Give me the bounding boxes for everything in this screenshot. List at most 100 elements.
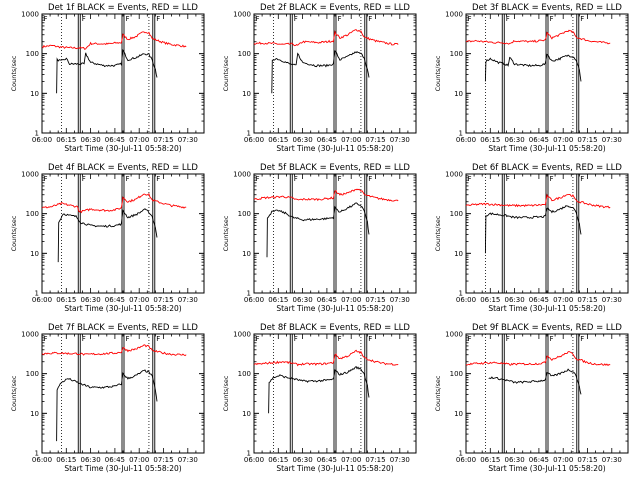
x-tick-label: 06:15 <box>268 296 288 304</box>
marker-flag-label: F <box>44 335 48 343</box>
y-tick-label: 100 <box>26 210 39 218</box>
x-tick-label: 06:45 <box>317 456 337 464</box>
y-axis-label: Counts/sec <box>434 375 442 411</box>
panel-det-9f: Det 9f BLACK = Events, RED = LLD 1 10 100 10… <box>434 323 629 473</box>
plot-frame <box>465 333 629 454</box>
x-tick-label: 06:30 <box>505 136 525 144</box>
x-tick-label: 07:30 <box>390 136 410 144</box>
x-axis-label: Start Time (30-Jul-11 05:58:20) <box>64 304 181 313</box>
y-tick-label: 1000 <box>445 331 463 339</box>
x-axis-label: Start Time (30-Jul-11 05:58:20) <box>276 144 393 153</box>
x-tick-label: 06:15 <box>480 136 500 144</box>
x-tick-label: 07:15 <box>577 296 597 304</box>
y-axis-label: Counts/sec <box>10 375 18 411</box>
x-axis-label: Start Time (30-Jul-11 05:58:20) <box>488 144 605 153</box>
y-tick-label: 100 <box>238 370 251 378</box>
marker-flag-label: F <box>468 335 472 343</box>
x-tick-label: 06:30 <box>81 136 101 144</box>
panel-det-8f: Det 8f BLACK = Events, RED = LLD 1 10 100 10… <box>222 323 417 473</box>
y-axis-label: Counts/sec <box>434 55 442 91</box>
x-tick-label: 06:30 <box>81 296 101 304</box>
x-tick-label: 07:15 <box>365 136 385 144</box>
y-tick-label: 1000 <box>21 11 39 19</box>
panel-title: Det 2f BLACK = Events, RED = LLD <box>260 3 410 13</box>
x-tick-label: 06:15 <box>268 136 288 144</box>
y-tick-label: 10 <box>242 410 251 418</box>
x-tick-label: 06:00 <box>244 296 264 304</box>
lld-series-line <box>465 29 611 45</box>
marker-flag-label: F <box>338 175 342 183</box>
y-tick-label: 1000 <box>445 11 463 19</box>
x-tick-label: 06:45 <box>317 296 337 304</box>
y-tick-label: 1000 <box>233 331 251 339</box>
x-tick-label: 07:00 <box>129 456 149 464</box>
y-tick-label: 100 <box>450 50 463 58</box>
y-axis-label: Counts/sec <box>222 215 230 251</box>
y-axis-label: Counts/sec <box>10 215 18 251</box>
x-tick-label: 06:45 <box>317 136 337 144</box>
x-tick-label: 06:30 <box>81 456 101 464</box>
events-series-line <box>484 53 582 82</box>
y-tick-label: 10 <box>30 410 39 418</box>
x-tick-label: 06:00 <box>32 136 52 144</box>
x-axis-label: Start Time (30-Jul-11 05:58:20) <box>488 304 605 313</box>
x-tick-label: 07:00 <box>553 456 573 464</box>
marker-flag-label: F <box>550 175 554 183</box>
lld-series-line <box>465 351 611 367</box>
y-tick-label: 1000 <box>21 331 39 339</box>
lld-series-line <box>41 193 187 214</box>
panel-det-5f: Det 5f BLACK = Events, RED = LLD 1 10 100 10… <box>222 163 417 313</box>
lld-series-line <box>253 29 399 47</box>
marker-flag-label: F <box>82 335 86 343</box>
x-tick-label: 06:00 <box>244 456 264 464</box>
marker-flag-label: F <box>126 15 130 23</box>
marker-flag-label: F <box>126 175 130 183</box>
y-tick-label: 100 <box>450 210 463 218</box>
marker-flag-label: F <box>468 175 472 183</box>
x-tick-label: 07:30 <box>390 456 410 464</box>
plot-frame <box>41 333 205 454</box>
marker-flag-label: F <box>156 335 160 343</box>
y-tick-label: 1 <box>247 130 251 138</box>
y-tick-label: 10 <box>242 250 251 258</box>
x-tick-label: 07:15 <box>577 456 597 464</box>
x-tick-label: 06:00 <box>456 136 476 144</box>
x-tick-label: 07:15 <box>577 136 597 144</box>
y-tick-label: 1 <box>35 290 39 298</box>
x-tick-label: 06:30 <box>293 136 313 144</box>
panel-det-2f: Det 2f BLACK = Events, RED = LLD 1 10 100 10… <box>222 3 417 153</box>
marker-flag-label: F <box>368 335 372 343</box>
x-tick-label: 07:30 <box>602 296 622 304</box>
x-tick-label: 06:00 <box>244 136 264 144</box>
marker-flag-label: F <box>294 335 298 343</box>
x-axis-label: Start Time (30-Jul-11 05:58:20) <box>64 464 181 473</box>
x-tick-label: 06:30 <box>293 296 313 304</box>
x-tick-label: 07:15 <box>365 296 385 304</box>
panel-title: Det 4f BLACK = Events, RED = LLD <box>48 163 198 173</box>
x-tick-label: 07:15 <box>153 136 173 144</box>
events-series-line <box>488 368 582 395</box>
y-tick-label: 10 <box>242 90 251 98</box>
x-axis-label: Start Time (30-Jul-11 05:58:20) <box>276 304 393 313</box>
x-axis-label: Start Time (30-Jul-11 05:58:20) <box>276 464 393 473</box>
x-tick-label: 06:45 <box>529 296 549 304</box>
events-series-line <box>484 205 582 254</box>
y-tick-label: 10 <box>454 250 463 258</box>
y-tick-label: 1 <box>247 290 251 298</box>
y-tick-label: 100 <box>26 370 39 378</box>
y-tick-label: 1 <box>459 450 463 458</box>
y-tick-label: 100 <box>450 370 463 378</box>
events-series-line <box>268 365 370 414</box>
y-axis-label: Counts/sec <box>222 375 230 411</box>
y-tick-label: 10 <box>454 410 463 418</box>
marker-flag-label: F <box>580 175 584 183</box>
y-tick-label: 1 <box>459 290 463 298</box>
marker-flag-label: F <box>468 15 472 23</box>
marker-flag-label: F <box>580 15 584 23</box>
x-tick-label: 06:00 <box>456 296 476 304</box>
panel-det-3f: Det 3f BLACK = Events, RED = LLD 1 10 100 10… <box>434 3 629 153</box>
x-tick-label: 06:45 <box>105 296 125 304</box>
y-tick-label: 1000 <box>233 11 251 19</box>
x-tick-label: 07:00 <box>553 296 573 304</box>
